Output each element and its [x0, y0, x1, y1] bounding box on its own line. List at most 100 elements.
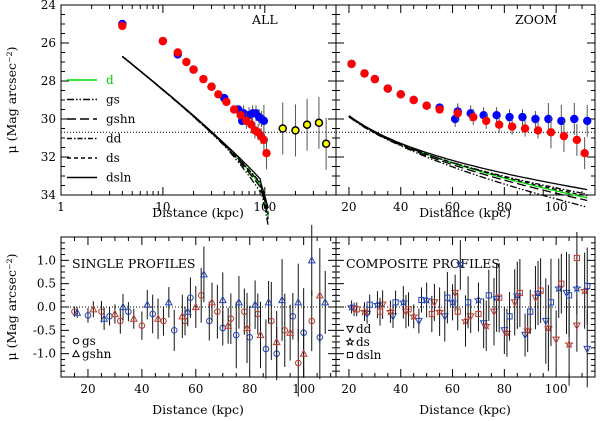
- x-tick-label: 40: [393, 200, 408, 214]
- model-curve-gs: [121, 55, 269, 227]
- data-point: [236, 111, 245, 120]
- y-tick-label: 0.0: [37, 300, 56, 314]
- data-point: [110, 309, 119, 318]
- legend-label-dd: dd: [356, 322, 372, 336]
- data-point: [264, 297, 273, 306]
- data-point: [541, 317, 550, 326]
- x-tick-label: 80: [242, 382, 257, 396]
- data-point: [573, 254, 580, 262]
- legend-label-d: d: [106, 73, 114, 87]
- panel-frame-top-left: [60, 4, 337, 196]
- legend-marker-gshn: [71, 349, 81, 358]
- data-point: [117, 317, 124, 325]
- data-point: [559, 131, 569, 141]
- xlabel-top-right: Distance (kpc): [419, 205, 511, 220]
- data-point: [218, 295, 227, 304]
- data-point: [378, 301, 387, 310]
- data-point: [570, 114, 579, 124]
- data-point: [583, 345, 592, 354]
- data-point: [435, 105, 444, 114]
- data-point: [434, 306, 445, 316]
- data-point: [444, 294, 451, 301]
- data-point: [558, 280, 565, 287]
- legend-label-dsln: dsln: [356, 348, 382, 362]
- data-point: [232, 331, 240, 339]
- data-points: [71, 19, 592, 397]
- data-point: [453, 109, 462, 118]
- data-point: [451, 289, 460, 298]
- data-point: [440, 313, 449, 321]
- model-curve-dd: [348, 115, 588, 195]
- data-point: [385, 306, 396, 316]
- data-point: [214, 308, 221, 315]
- legend-label-ds: ds: [356, 335, 370, 349]
- x-tick-label: 100: [292, 382, 315, 396]
- model-curve-ds: [121, 55, 269, 215]
- y-tick-label: 30: [41, 112, 56, 126]
- data-point: [347, 59, 356, 69]
- data-point: [259, 135, 269, 145]
- data-point: [189, 65, 198, 74]
- data-point: [580, 149, 589, 158]
- y-tick-label: 1.0: [37, 253, 56, 267]
- data-point: [321, 139, 331, 148]
- title-bottom-right: COMPOSITE PROFILES: [346, 256, 500, 271]
- data-point: [521, 331, 530, 340]
- data-point: [531, 294, 540, 303]
- data-point: [531, 114, 540, 124]
- data-point: [370, 74, 380, 84]
- data-point: [207, 297, 217, 306]
- data-point: [376, 308, 384, 315]
- data-point: [178, 311, 187, 320]
- data-point: [89, 304, 98, 313]
- x-tick-label: 60: [188, 382, 203, 396]
- data-point: [262, 149, 271, 158]
- xlabel-bottom-left: Distance (kpc): [152, 402, 244, 417]
- data-point: [182, 57, 191, 67]
- data-point: [454, 308, 461, 315]
- data-point: [466, 313, 475, 321]
- data-point: [158, 36, 168, 46]
- y-tick-label: 0.5: [37, 277, 56, 291]
- xlabel-top-left: Distance (kpc): [152, 205, 244, 220]
- data-point: [360, 69, 369, 78]
- tick-layer: 1 10 100 24 26 28 30 32 34 20 40 60 80 100 20 40 60 80 100…: [33, 0, 596, 396]
- data-point: [73, 308, 82, 316]
- x-tick-label: 20: [80, 382, 95, 396]
- data-point: [307, 255, 316, 264]
- legend-marker-dd: [345, 325, 355, 334]
- legend-label-gshn: gshn: [82, 347, 112, 361]
- data-point: [353, 306, 360, 313]
- data-point: [516, 289, 523, 297]
- data-point: [251, 300, 260, 308]
- data-point: [294, 359, 302, 367]
- data-point: [518, 112, 527, 122]
- model-curve-dsln: [121, 55, 269, 209]
- data-point: [507, 122, 517, 131]
- data-point: [405, 306, 412, 313]
- data-point: [510, 299, 519, 307]
- data-point: [321, 297, 330, 306]
- y-tick-label: 32: [41, 150, 56, 164]
- legend-label-gs: gs: [82, 334, 96, 348]
- data-point: [537, 287, 544, 294]
- legend-label-dd: dd: [106, 132, 122, 146]
- data-point: [456, 261, 465, 270]
- data-point: [143, 300, 152, 308]
- data-point: [125, 308, 132, 315]
- title-bottom-left: SINGLE PROFILES: [72, 256, 196, 271]
- legend-label-gshn: gshn: [106, 112, 136, 126]
- data-point: [572, 322, 581, 331]
- data-point: [422, 101, 431, 110]
- x-tick-label: 10: [155, 200, 170, 214]
- data-point: [482, 116, 491, 126]
- legend-marker-dsln: [346, 351, 354, 359]
- data-point: [308, 317, 316, 325]
- data-point: [447, 297, 458, 307]
- data-point: [572, 283, 582, 293]
- legend-label-ds: ds: [106, 151, 120, 165]
- data-point: [496, 294, 503, 301]
- data-point: [428, 310, 435, 318]
- data-point: [299, 349, 308, 357]
